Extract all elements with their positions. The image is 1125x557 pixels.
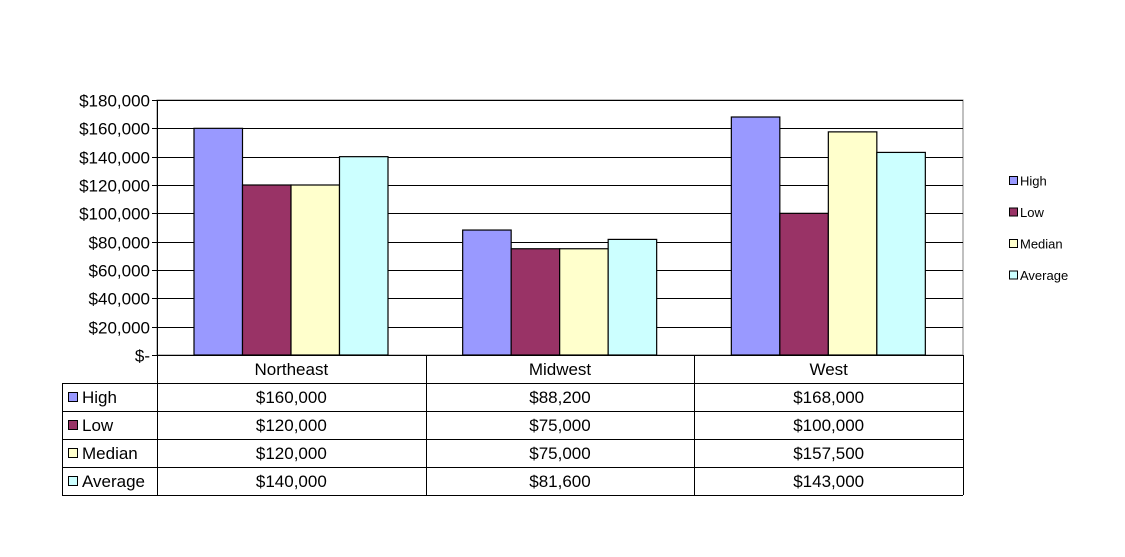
legend-key-average <box>1009 270 1018 280</box>
bar-high-west <box>730 116 781 356</box>
bar-high-midwest <box>462 229 512 356</box>
bar-median-northeast <box>290 184 341 356</box>
legend-label: High <box>1020 174 1047 189</box>
table-series-name: Average <box>82 472 145 491</box>
table-series-name: High <box>82 388 117 407</box>
category-label: West <box>809 360 848 379</box>
bar-average-midwest <box>607 238 658 356</box>
data-label: $120,000 <box>256 416 327 435</box>
y-tick-label: $120,000 <box>79 177 150 196</box>
data-label: $140,000 <box>256 472 327 491</box>
table-legend-key-median <box>68 448 78 458</box>
bar-high-northeast <box>193 127 244 356</box>
bars <box>193 116 926 356</box>
data-table: Northeast Midwest West High $160,000 $88,200 $… <box>62 355 964 496</box>
legend-key-low <box>1009 207 1018 217</box>
y-tick-label: $100,000 <box>79 205 150 224</box>
bar-low-northeast <box>241 184 292 356</box>
bar-low-west <box>779 212 829 356</box>
bar-median-midwest <box>559 248 609 356</box>
y-tick-label: $180,000 <box>79 92 150 111</box>
y-axis: $- $20,000 $40,000 $60,000 $80,000 $100,000 $1… <box>79 92 158 366</box>
legend-label: Average <box>1020 268 1068 283</box>
bar-median-west <box>827 131 878 356</box>
bar-average-northeast <box>338 156 389 356</box>
category-label: Midwest <box>529 360 592 379</box>
data-label: $100,000 <box>793 416 864 435</box>
data-label: $157,500 <box>793 444 864 463</box>
y-tick-label: $- <box>135 347 150 366</box>
y-tick-label: $40,000 <box>89 290 150 309</box>
bar-average-west <box>876 151 926 356</box>
y-tick-label: $80,000 <box>89 234 150 253</box>
legend-key-high <box>1009 176 1018 185</box>
table-series-name: Low <box>82 416 114 435</box>
table-legend-key-high <box>68 392 78 402</box>
legend-key-median <box>1009 239 1018 248</box>
data-label: $81,600 <box>529 472 590 491</box>
table-series-name: Median <box>82 444 138 463</box>
category-label: Northeast <box>254 360 328 379</box>
data-label: $143,000 <box>793 472 864 491</box>
bar-low-midwest <box>510 248 561 356</box>
data-label: $168,000 <box>793 388 864 407</box>
table-legend-key-low <box>68 420 78 430</box>
legend-label: Low <box>1020 205 1044 220</box>
y-tick-label: $140,000 <box>79 149 150 168</box>
y-tick-label: $60,000 <box>89 262 150 281</box>
y-tick-label: $20,000 <box>89 319 150 338</box>
table-legend-key-average <box>68 476 78 486</box>
data-label: $75,000 <box>529 416 590 435</box>
data-label: $75,000 <box>529 444 590 463</box>
data-label: $160,000 <box>256 388 327 407</box>
y-tick-label: $160,000 <box>79 120 150 139</box>
legend-label: Median <box>1020 237 1063 252</box>
data-label: $88,200 <box>529 388 590 407</box>
data-label: $120,000 <box>256 444 327 463</box>
legend: High Low Median Average <box>1009 174 1068 283</box>
